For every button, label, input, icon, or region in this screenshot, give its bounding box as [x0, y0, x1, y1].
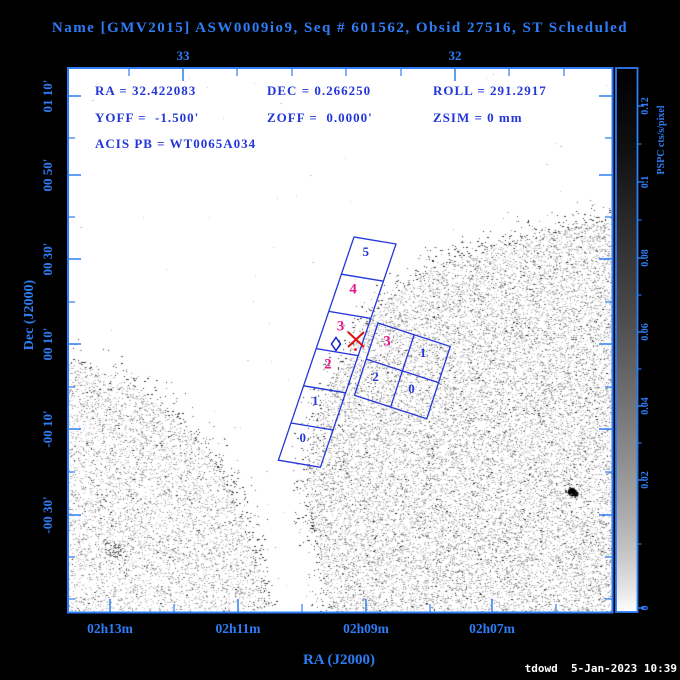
acis-s-chip-label: 2	[324, 356, 332, 372]
aimpoint-x-marker[interactable]	[347, 331, 365, 351]
left-axis-label: 00 10'	[40, 328, 55, 361]
colorbar-tick-labels: 0.12 0.1 0.08 0.06 0.04 0.02 0	[640, 97, 651, 610]
colorbar-label: 0.02	[640, 471, 651, 489]
left-axis-label: 00 50'	[40, 159, 55, 192]
axis-ticks	[68, 68, 612, 612]
colorbar[interactable]	[615, 67, 639, 613]
zsim-readout: ZSIM = 0 mm	[433, 110, 523, 125]
bottom-axis-label: 02h13m	[87, 621, 134, 636]
yoff-readout: YOFF = -1.500'	[95, 110, 200, 125]
colorbar-label: 0.06	[640, 323, 651, 341]
colorbar-label: 0.1	[640, 176, 651, 189]
target-diamond-icon[interactable]	[330, 336, 342, 352]
left-axis-label: -00 10'	[40, 410, 55, 447]
colorbar-label: 0	[640, 606, 651, 611]
acis-s-chip-label: 4	[349, 281, 357, 297]
plot-frame	[67, 67, 614, 614]
left-axis-label: 01 10'	[40, 80, 55, 113]
ra-readout: RA = 32.422083	[95, 83, 197, 98]
y-axis-title: Dec (J2000)	[22, 279, 37, 350]
bottom-axis-label: 02h11m	[215, 621, 261, 636]
colorbar-ticks	[637, 105, 644, 609]
colorbar-label: 0.08	[640, 249, 651, 267]
zoff-readout: ZOFF = 0.0000'	[267, 110, 373, 125]
acis-s-chip-label: 0	[299, 430, 306, 445]
colorbar-label: 0.04	[640, 397, 651, 415]
dec-readout: DEC = 0.266250	[267, 83, 372, 98]
acis-i-fov[interactable]	[353, 322, 452, 420]
left-axis-label: 00 30'	[40, 243, 55, 276]
colorbar-title: PSPC cts/s/pixel	[656, 105, 667, 174]
acis-s-chip-label: 3	[337, 318, 345, 334]
acis-s-chip-label: 5	[362, 244, 369, 259]
roll-readout: ROLL = 291.2917	[433, 83, 547, 98]
user-timestamp: tdowd 5-Jan-2023 10:39	[524, 662, 677, 675]
acis-s-chip-label: 1	[312, 393, 319, 408]
chip-labels: 5 4 3 2 1 0 3 1 2 0	[299, 244, 426, 445]
acis-i-chip-label: 3	[383, 333, 391, 349]
acis-i-chip-label: 1	[420, 345, 427, 360]
acis-pb-readout: ACIS PB = WT0065A034	[95, 136, 257, 151]
observation-title: Name [GMV2015] ASW0009io9, Seq # 601562,…	[51, 20, 629, 36]
top-axis-label: 32	[449, 48, 462, 63]
bottom-axis-label: 02h09m	[343, 621, 390, 636]
colorbar-label: 0.12	[640, 97, 651, 115]
acis-i-chip-label: 2	[372, 369, 379, 384]
top-axis-label: 33	[177, 48, 191, 63]
sky-image[interactable]	[68, 68, 613, 613]
x-axis-title: RA (J2000)	[303, 652, 375, 668]
acis-s-fov[interactable]	[277, 236, 397, 468]
bottom-axis-label: 02h07m	[469, 621, 516, 636]
left-axis-label: -00 30'	[40, 496, 55, 533]
acis-i-chip-label: 0	[408, 381, 415, 396]
